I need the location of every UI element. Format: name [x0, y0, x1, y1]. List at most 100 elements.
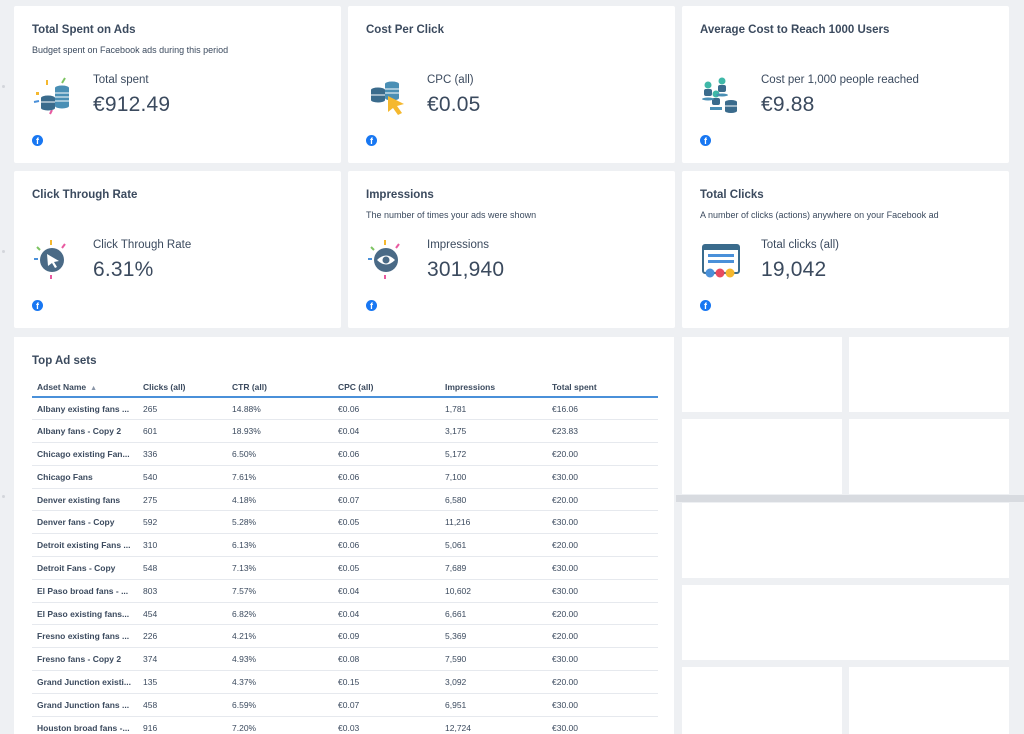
- card-title: Total Clicks: [700, 189, 764, 201]
- table-cell: 11,216: [440, 510, 547, 535]
- table-cell: €20.00: [547, 602, 658, 626]
- table-cell: 6.59%: [227, 693, 333, 717]
- table-cell: 4.18%: [227, 488, 333, 512]
- column-header-ctr[interactable]: CTR (all): [227, 378, 333, 398]
- table-cell: 7,689: [440, 556, 547, 580]
- table-cell: €0.04: [333, 579, 440, 603]
- sort-ascending-icon[interactable]: ▲: [90, 385, 98, 392]
- table-cell: El Paso existing fans...: [32, 602, 138, 626]
- card-subtitle: A number of clicks (actions) anywhere on…: [700, 210, 939, 220]
- card-title: Impressions: [366, 189, 434, 201]
- table-cell: €0.09: [333, 624, 440, 649]
- table-cell: 6.82%: [227, 602, 333, 626]
- eye-icon: [368, 240, 400, 279]
- table-row[interactable]: Fresno existing fans ... 226 4.21% €0.09 5,3…: [32, 624, 658, 649]
- table-row[interactable]: Fresno fans - Copy 2 374 4.93% €0.08 7,590 €3…: [32, 647, 658, 672]
- table-cell: 6,951: [440, 693, 547, 717]
- facebook-icon: f: [32, 135, 43, 146]
- empty-tile: [682, 337, 842, 412]
- table-cell: 226: [138, 624, 227, 649]
- table-row[interactable]: Chicago existing Fan... 336 6.50% €0.06 5,17…: [32, 442, 658, 466]
- table-cell: 7.61%: [227, 465, 333, 489]
- table-cell: €30.00: [547, 693, 658, 717]
- facebook-icon: f: [700, 300, 711, 311]
- table-cell: Fresno existing fans ...: [32, 624, 138, 649]
- table-cell: Chicago Fans: [32, 465, 138, 489]
- table-row[interactable]: El Paso broad fans - ... 803 7.57% €0.04 10,…: [32, 579, 658, 603]
- card-click-through-rate: Click Through Rate Click Through Rate 6.…: [14, 171, 341, 328]
- table-cell: 310: [138, 533, 227, 558]
- coins-cursor-icon: [371, 81, 404, 115]
- table-cell: 374: [138, 647, 227, 672]
- table-cell: 5,061: [440, 533, 547, 558]
- table-row[interactable]: El Paso existing fans... 454 6.82% €0.04 6,6…: [32, 602, 658, 626]
- table-row[interactable]: Chicago Fans 540 7.61% €0.06 7,100 €30.00: [32, 465, 658, 489]
- metric-label: Total spent: [93, 74, 149, 86]
- table-cell: €0.06: [333, 442, 440, 466]
- table-cell: €0.04: [333, 602, 440, 626]
- facebook-icon: f: [366, 300, 377, 311]
- table-cell: €0.06: [333, 533, 440, 558]
- table-cell: 454: [138, 602, 227, 626]
- table-header-row: Adset Name ▲ Clicks (all) CTR (all) CPC (…: [32, 378, 658, 398]
- table-row[interactable]: Grand Junction fans ... 458 6.59% €0.07 6,95…: [32, 693, 658, 717]
- table-cell: €0.05: [333, 510, 440, 535]
- table-cell: 6,661: [440, 602, 547, 626]
- edge-marker: [2, 250, 5, 253]
- empty-tile: [849, 667, 1009, 734]
- table-row[interactable]: Detroit Fans - Copy 548 7.13% €0.05 7,689 €30…: [32, 556, 658, 580]
- column-header-adset-name[interactable]: Adset Name ▲: [32, 378, 138, 398]
- column-header-total-spent[interactable]: Total spent: [547, 378, 658, 398]
- table-cell: €20.00: [547, 488, 658, 512]
- table-cell: €16.06: [547, 397, 658, 421]
- facebook-icon: f: [32, 300, 43, 311]
- people-coins-icon: [702, 77, 737, 113]
- metric-value: €0.05: [427, 93, 481, 116]
- table-cell: €0.07: [333, 488, 440, 512]
- card-cost-per-click: Cost Per Click CPC (all) €0.05 f: [348, 6, 675, 163]
- coins-stack-icon: [33, 77, 69, 115]
- cursor-click-icon: [34, 240, 66, 279]
- table-cell: 6,580: [440, 488, 547, 512]
- column-header-clicks[interactable]: Clicks (all): [138, 378, 227, 398]
- table-cell: Houston broad fans -...: [32, 716, 138, 734]
- table-cell: Denver existing fans: [32, 488, 138, 512]
- table-cell: El Paso broad fans - ...: [32, 579, 138, 603]
- table-cell: Detroit Fans - Copy: [32, 556, 138, 580]
- table-cell: 601: [138, 419, 227, 444]
- card-title: Cost Per Click: [366, 24, 444, 36]
- table-cell: 7,590: [440, 647, 547, 672]
- table-cell: 6.50%: [227, 442, 333, 466]
- table-cell: 916: [138, 716, 227, 734]
- table-cell: 275: [138, 488, 227, 512]
- table-cell: €20.00: [547, 624, 658, 649]
- table-row[interactable]: Detroit existing Fans ... 310 6.13% €0.06 5,…: [32, 533, 658, 558]
- metric-value: €912.49: [93, 93, 171, 116]
- table-cell: €0.04: [333, 419, 440, 444]
- metric-value: €9.88: [761, 93, 815, 116]
- table-title: Top Ad sets: [32, 355, 97, 367]
- card-title: Click Through Rate: [32, 189, 138, 201]
- table-row[interactable]: Houston broad fans -... 916 7.20% €0.03 12,7…: [32, 716, 658, 734]
- table-cell: €0.05: [333, 556, 440, 580]
- table-row[interactable]: Denver fans - Copy 592 5.28% €0.05 11,216 €30…: [32, 510, 658, 535]
- card-subtitle: Budget spent on Facebook ads during this…: [32, 45, 229, 55]
- top-ad-sets-card: Top Ad sets Adset Name ▲ Clicks (all) CTR…: [14, 337, 674, 734]
- edge-marker: [2, 85, 5, 88]
- table-cell: 10,602: [440, 579, 547, 603]
- table-cell: €0.07: [333, 693, 440, 717]
- table-row[interactable]: Albany fans - Copy 2 601 18.93% €0.04 3,175 €…: [32, 419, 658, 444]
- table-cell: €20.00: [547, 670, 658, 694]
- table-cell: 548: [138, 556, 227, 580]
- ad-sets-table: Adset Name ▲ Clicks (all) CTR (all) CPC (…: [32, 378, 658, 734]
- table-row[interactable]: Grand Junction existi... 135 4.37% €0.15 3,0…: [32, 670, 658, 694]
- table-cell: €20.00: [547, 442, 658, 466]
- card-total-clicks: Total Clicks A number of clicks (actions…: [682, 171, 1009, 328]
- column-header-impressions[interactable]: Impressions: [440, 378, 547, 398]
- table-cell: 12,724: [440, 716, 547, 734]
- table-cell: €30.00: [547, 556, 658, 580]
- table-row[interactable]: Albany existing fans ... 265 14.88% €0.06 1,…: [32, 397, 658, 421]
- table-row[interactable]: Denver existing fans 275 4.18% €0.07 6,580 €2…: [32, 488, 658, 512]
- column-header-cpc[interactable]: CPC (all): [333, 378, 440, 398]
- resize-bar[interactable]: [676, 495, 1024, 502]
